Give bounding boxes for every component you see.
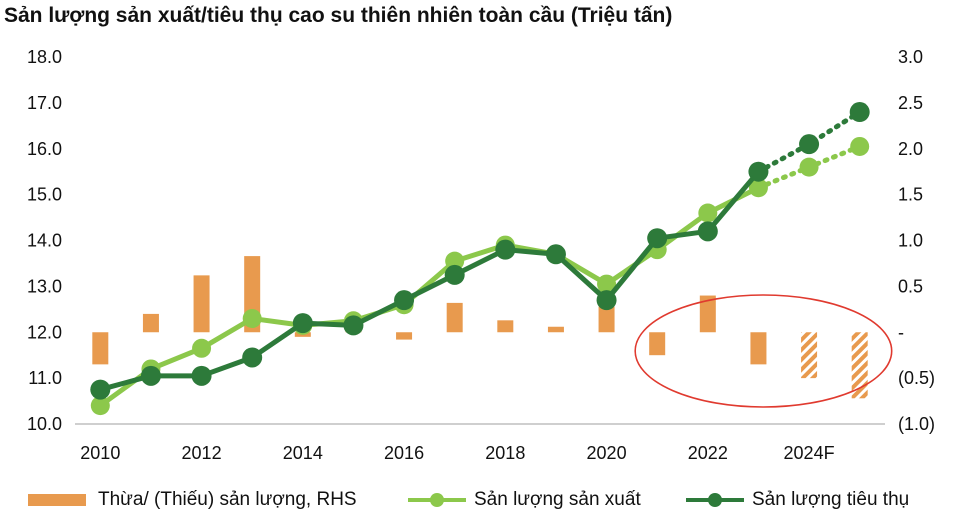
bar-surplus-deficit [446,302,463,333]
bar-surplus-deficit [193,275,210,333]
x-tick-label: 2018 [485,443,525,463]
y-right-tick-label: 1.0 [898,231,923,251]
highlight-ellipse [634,294,893,408]
legend-label-surplus: Thừa/ (Thiếu) sản lượng, RHS [98,489,357,510]
y-right-tick-label: (0.5) [898,368,935,388]
consumption-point [495,239,516,260]
chart-svg: 18.0 17.0 16.0 15.0 14.0 13.0 12.0 11.0 10.0 3.0 2… [27,47,935,463]
chart-title: Sản lượng sản xuất/tiêu thụ cao su thiên… [4,4,673,27]
y-right-tick-label: - [898,322,904,342]
y-left-tick-label: 12.0 [27,322,62,342]
y-left-tick-label: 14.0 [27,231,62,251]
consumption-point [343,315,364,336]
x-tick-label: 2020 [587,443,627,463]
y-right-tick-label: 0.5 [898,276,923,296]
x-tick-label: 2014 [283,443,323,463]
production-line [97,185,761,409]
production-point [597,274,617,294]
y-left-tick-label: 16.0 [27,139,62,159]
consumption-point [444,264,465,285]
x-tick-label: 2024F [784,443,835,463]
y-right-tick-label: 2.0 [898,139,923,159]
legend-label-production: Sản lượng sản xuất [474,489,641,510]
production-point [192,338,212,358]
y-left-tick-label: 11.0 [28,368,62,388]
consumption-point [191,365,212,386]
bar-surplus-deficit [547,326,564,333]
y-right-tick-label: 3.0 [898,47,923,67]
bar-surplus-deficit [142,313,159,333]
production-point [799,157,819,177]
legend-item-surplus: Thừa/ (Thiếu) sản lượng, RHS [28,484,357,516]
y-left-tick-label: 15.0 [27,185,62,205]
x-tick-label: 2012 [182,443,222,463]
legend: Thừa/ (Thiếu) sản lượng, RHS Sản lượng s… [0,484,970,516]
consumption-point [292,313,313,334]
bar-surplus-deficit [497,320,514,333]
bar-surplus-deficit [750,332,767,365]
legend-swatch-bar [28,494,86,506]
consumption-point [596,290,617,311]
bar-surplus-deficit [598,306,615,333]
y-left-tick-label: 13.0 [27,276,62,296]
bar-surplus-deficit [92,332,109,365]
consumption-point [545,244,566,265]
y-left-tick-label: 17.0 [27,93,62,113]
legend-swatch-production [408,493,466,507]
consumption-point [394,290,415,311]
legend-item-consumption: Sản lượng tiêu thụ [686,484,909,516]
consumption-point [697,221,718,242]
x-tick-label: 2016 [384,443,424,463]
consumption-point [748,161,769,182]
legend-label-consumption: Sản lượng tiêu thụ [752,489,910,510]
y-right-tick-label: 2.5 [898,93,923,113]
consumption-point [140,365,161,386]
x-tick-label: 2022 [688,443,728,463]
production-point [242,308,262,328]
y-left-tick-label: 18.0 [27,47,62,67]
x-tick-label: 2010 [80,443,120,463]
bar-surplus-deficit [851,332,868,399]
production-point [445,251,465,271]
bar-surplus-deficit [801,332,818,379]
y-right-tick-label: 1.5 [898,185,923,205]
consumption-point [849,102,870,123]
production-point [748,178,768,198]
legend-swatch-consumption [686,493,744,507]
y-right-tick-label: (1.0) [898,414,935,434]
production-point [850,136,870,156]
consumption-point [242,347,263,368]
y-left-tick-label: 10.0 [27,414,62,434]
bar-surplus-deficit [699,295,716,333]
bar-surplus-deficit [396,332,413,340]
consumption-point [647,228,668,249]
production-point [698,203,718,223]
bar-surplus-deficit [649,332,666,356]
consumption-point [799,134,820,155]
legend-item-production: Sản lượng sản xuất [408,484,641,516]
production-point [90,396,110,416]
consumption-point [90,379,111,400]
